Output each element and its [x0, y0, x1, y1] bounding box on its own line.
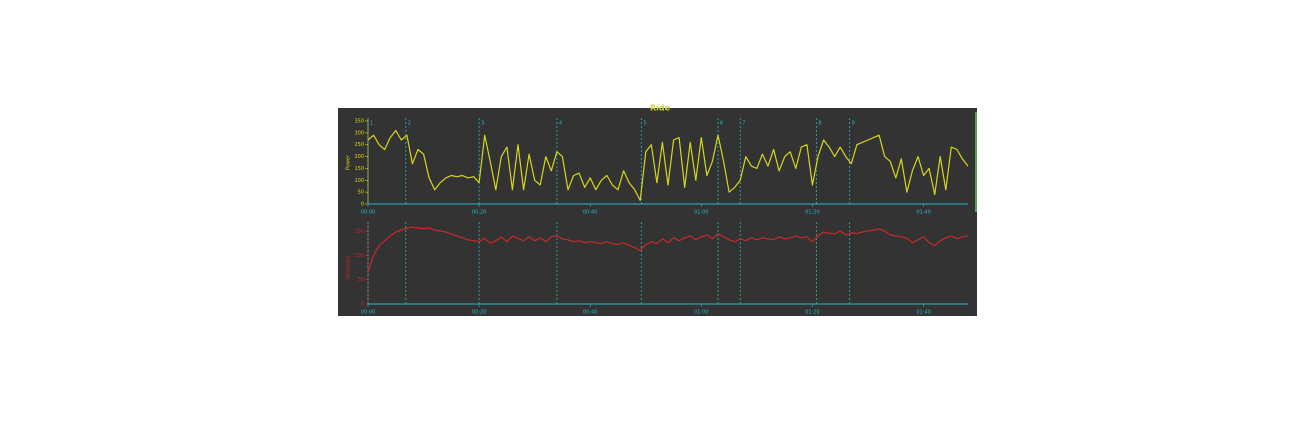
- x-tick-label: 01:40: [916, 210, 930, 216]
- interval-label: 5: [643, 121, 646, 127]
- x-tick-label: 00:00: [361, 210, 375, 216]
- interval-label: 7: [742, 121, 745, 127]
- x-tick-label: 01:00: [694, 210, 708, 216]
- y-tick-label: 50: [358, 190, 364, 196]
- series-line: [367, 226, 969, 273]
- y-tick-label: 300: [354, 130, 364, 136]
- y-tick-label: 350: [354, 119, 364, 125]
- x-tick-label: 01:20: [805, 210, 819, 216]
- interval-label: 8: [818, 121, 821, 127]
- y-axis-label: Heartrate: [346, 255, 352, 279]
- y-tick-label: 0: [361, 302, 364, 308]
- x-tick-label: 01:40: [916, 310, 930, 316]
- x-tick-label: 01:20: [805, 310, 819, 316]
- chart-title: Ride: [650, 104, 671, 113]
- series-line: [367, 129, 969, 201]
- x-tick-label: 00:20: [472, 310, 486, 316]
- y-tick-label: 50: [358, 277, 364, 283]
- interval-label: 3: [481, 121, 484, 127]
- y-axis-label: Power: [346, 154, 352, 170]
- interval-label: 9: [852, 121, 855, 127]
- interval-label: 6: [720, 121, 723, 127]
- y-tick-label: 100: [354, 253, 364, 259]
- panel-background: [338, 108, 977, 316]
- x-tick-label: 00:00: [361, 310, 375, 316]
- y-tick-label: 250: [354, 142, 364, 148]
- interval-label: 1: [370, 121, 373, 127]
- y-tick-label: 100: [354, 178, 364, 184]
- x-tick-label: 00:20: [472, 210, 486, 216]
- y-tick-label: 0: [361, 202, 364, 208]
- y-tick-label: 150: [354, 166, 364, 172]
- x-tick-label: 00:40: [583, 310, 597, 316]
- x-tick-label: 00:40: [583, 210, 597, 216]
- interval-label: 2: [408, 121, 411, 127]
- y-tick-label: 200: [354, 154, 364, 160]
- interval-label: 4: [559, 121, 562, 127]
- x-tick-label: 01:00: [694, 310, 708, 316]
- y-tick-label: 150: [354, 229, 364, 235]
